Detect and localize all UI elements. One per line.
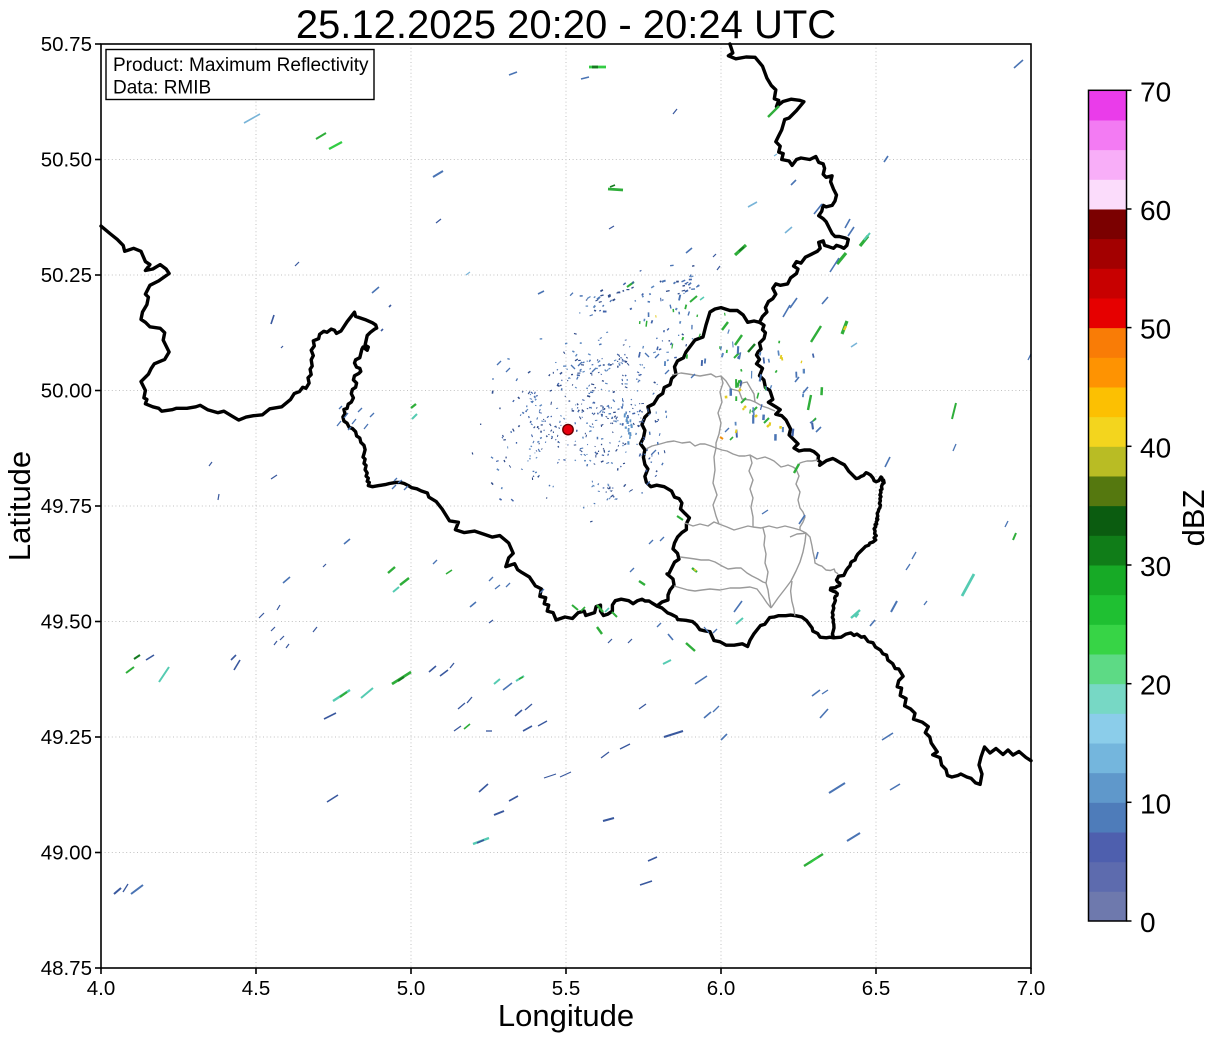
svg-text:49.50: 49.50 (41, 611, 92, 634)
svg-text:Latitude: Latitude (2, 451, 37, 561)
svg-text:5.0: 5.0 (397, 977, 426, 1000)
svg-text:0: 0 (1140, 907, 1156, 938)
svg-text:6.0: 6.0 (707, 977, 736, 1000)
svg-text:25.12.2025 20:20 - 20:24 UTC: 25.12.2025 20:20 - 20:24 UTC (296, 3, 836, 47)
svg-text:49.25: 49.25 (41, 726, 92, 749)
svg-text:20: 20 (1140, 670, 1171, 701)
svg-text:49.75: 49.75 (41, 495, 92, 518)
svg-text:50: 50 (1140, 314, 1171, 345)
svg-text:49.00: 49.00 (41, 842, 92, 865)
svg-text:50.00: 50.00 (41, 380, 92, 403)
svg-text:70: 70 (1140, 76, 1171, 107)
svg-text:50.75: 50.75 (41, 33, 92, 56)
svg-text:50.25: 50.25 (41, 264, 92, 287)
svg-text:4.5: 4.5 (242, 977, 271, 1000)
svg-text:6.5: 6.5 (862, 977, 891, 1000)
svg-text:60: 60 (1140, 195, 1171, 226)
svg-text:Product: Maximum Reflectivity: Product: Maximum Reflectivity (113, 55, 369, 76)
svg-text:30: 30 (1140, 551, 1171, 582)
svg-text:50.50: 50.50 (41, 149, 92, 172)
svg-text:Longitude: Longitude (498, 998, 634, 1033)
svg-text:10: 10 (1140, 788, 1171, 819)
svg-text:dBZ: dBZ (1176, 490, 1211, 547)
svg-text:48.75: 48.75 (41, 957, 92, 980)
svg-text:4.0: 4.0 (87, 977, 116, 1000)
svg-text:Data: RMIB: Data: RMIB (113, 78, 211, 99)
svg-text:5.5: 5.5 (552, 977, 581, 1000)
svg-text:40: 40 (1140, 432, 1171, 463)
svg-text:7.0: 7.0 (1017, 977, 1046, 1000)
